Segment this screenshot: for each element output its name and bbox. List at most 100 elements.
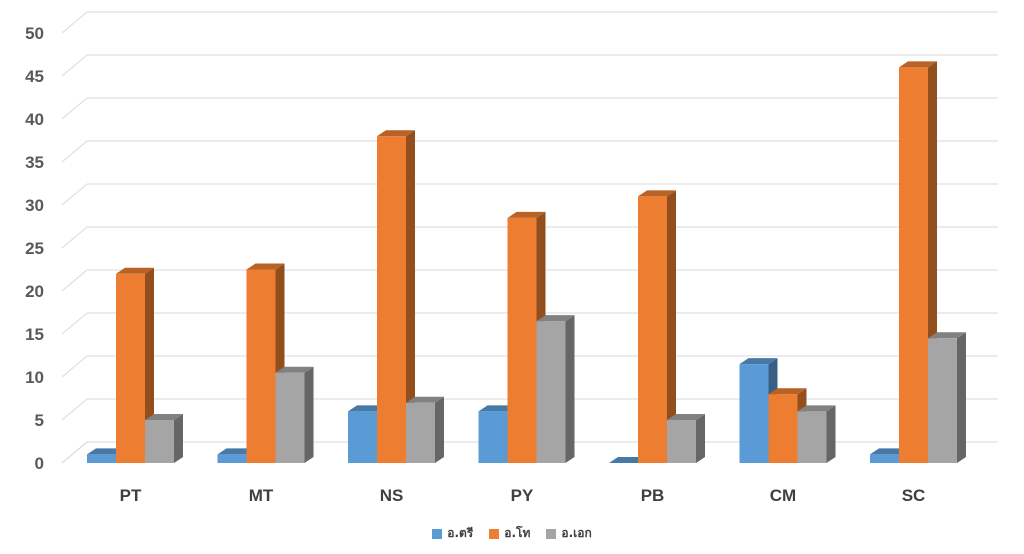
y-tick-label: 20 [25, 282, 44, 301]
gridline-side [61, 226, 88, 249]
bar-top [609, 457, 647, 463]
bar-front [870, 454, 899, 463]
gridline-side [61, 398, 88, 421]
bar-top [536, 315, 575, 322]
bar-pb-series-1 [609, 457, 647, 463]
bar-side [145, 267, 154, 463]
bar-side [826, 405, 836, 463]
x-tick-label: PT [120, 486, 142, 505]
legend-label: อ.โท [504, 526, 531, 540]
gridline-side [61, 140, 88, 163]
y-tick-label: 45 [25, 67, 44, 86]
bar-top [116, 267, 154, 274]
bar-top [638, 190, 676, 197]
bar-top [275, 366, 314, 373]
legend-item: อ.ตรี [432, 524, 473, 543]
bar-front [768, 394, 798, 463]
bar-pt-series-3 [145, 414, 183, 463]
bar-top [377, 130, 415, 137]
bar-side [435, 396, 444, 463]
bar-top [667, 414, 705, 420]
gridline-side [61, 11, 88, 34]
bar-front [797, 411, 827, 463]
gridline-side [61, 312, 88, 335]
bar-top [507, 211, 546, 218]
bar-front [246, 269, 276, 463]
bar-front [406, 402, 435, 463]
bar-ns-series-2 [377, 130, 415, 463]
bar-py-series-3 [536, 315, 575, 463]
bar-front [478, 411, 508, 463]
bar-side [406, 130, 415, 463]
bar-side [957, 332, 966, 463]
bar-front [507, 217, 537, 463]
bar-front [638, 196, 667, 463]
bar-top [870, 448, 908, 455]
bar-front [145, 420, 174, 463]
y-tick-label: 0 [35, 454, 44, 473]
y-tick-label: 15 [25, 325, 44, 344]
bar-cm-series-3 [797, 405, 836, 463]
x-tick-label: MT [249, 486, 274, 505]
x-tick-label: CM [770, 486, 796, 505]
bar-top [739, 358, 778, 365]
bar-top [797, 405, 836, 412]
bar-pb-series-3 [667, 414, 705, 463]
bar-side [696, 414, 705, 463]
bars [87, 61, 966, 464]
gridline-side [61, 54, 88, 77]
bar-front [667, 420, 696, 463]
bar-top [406, 396, 444, 403]
bar-top [768, 388, 807, 395]
bar-front [739, 364, 769, 463]
legend-swatch [489, 528, 500, 539]
bar-front [928, 338, 957, 463]
bar-top [478, 405, 517, 412]
bar-mt-series-2 [246, 263, 285, 463]
x-tick-label: NS [380, 486, 404, 505]
bar-sc-series-3 [928, 332, 966, 463]
bar-side [174, 414, 183, 463]
legend-label: อ.เอก [561, 526, 592, 540]
gridline-side [61, 269, 88, 292]
x-axis-ticks: PT MT NS PY PB CM SC [120, 486, 926, 505]
y-tick-label: 30 [25, 196, 44, 215]
bar-pb-series-2 [638, 190, 676, 463]
bar-side [565, 315, 575, 463]
y-axis-ticks: 0 5 10 15 20 25 30 35 40 45 50 [25, 24, 44, 473]
bar-mt-series-3 [275, 366, 314, 463]
bar-top [87, 448, 125, 455]
bar-pt-series-2 [116, 267, 154, 463]
bar-top [348, 405, 386, 412]
y-tick-label: 50 [25, 24, 44, 43]
bar-side [304, 366, 314, 463]
bar-chart: 0 5 10 15 20 25 30 35 40 45 50 PT MT NS PY PB CM SC [25, 11, 998, 505]
bar-front [377, 136, 406, 463]
gridline-side [61, 355, 88, 378]
y-tick-label: 25 [25, 239, 44, 258]
x-tick-label: SC [902, 486, 926, 505]
bar-top [217, 448, 256, 455]
bar-top [246, 263, 285, 270]
bar-front [899, 67, 928, 464]
bar-front [348, 411, 377, 463]
x-tick-label: PB [641, 486, 665, 505]
bar-ns-series-3 [406, 396, 444, 463]
y-tick-label: 40 [25, 110, 44, 129]
y-tick-label: 10 [25, 368, 44, 387]
bar-front [536, 321, 566, 463]
bar-front [116, 273, 145, 463]
bar-top [899, 61, 937, 68]
bar-top [928, 332, 966, 339]
legend-label: อ.ตรี [447, 526, 474, 540]
bar-side [667, 190, 676, 463]
legend: อ.ตรี อ.โท อ.เอก [0, 524, 1024, 543]
legend-item: อ.โท [489, 524, 530, 543]
bar-front [275, 372, 305, 463]
bar-top [145, 414, 183, 420]
legend-item: อ.เอก [546, 524, 592, 543]
x-tick-label: PY [511, 486, 534, 505]
bar-py-series-2 [507, 211, 546, 463]
gridline-side [61, 97, 88, 120]
floor-edge [61, 441, 88, 464]
